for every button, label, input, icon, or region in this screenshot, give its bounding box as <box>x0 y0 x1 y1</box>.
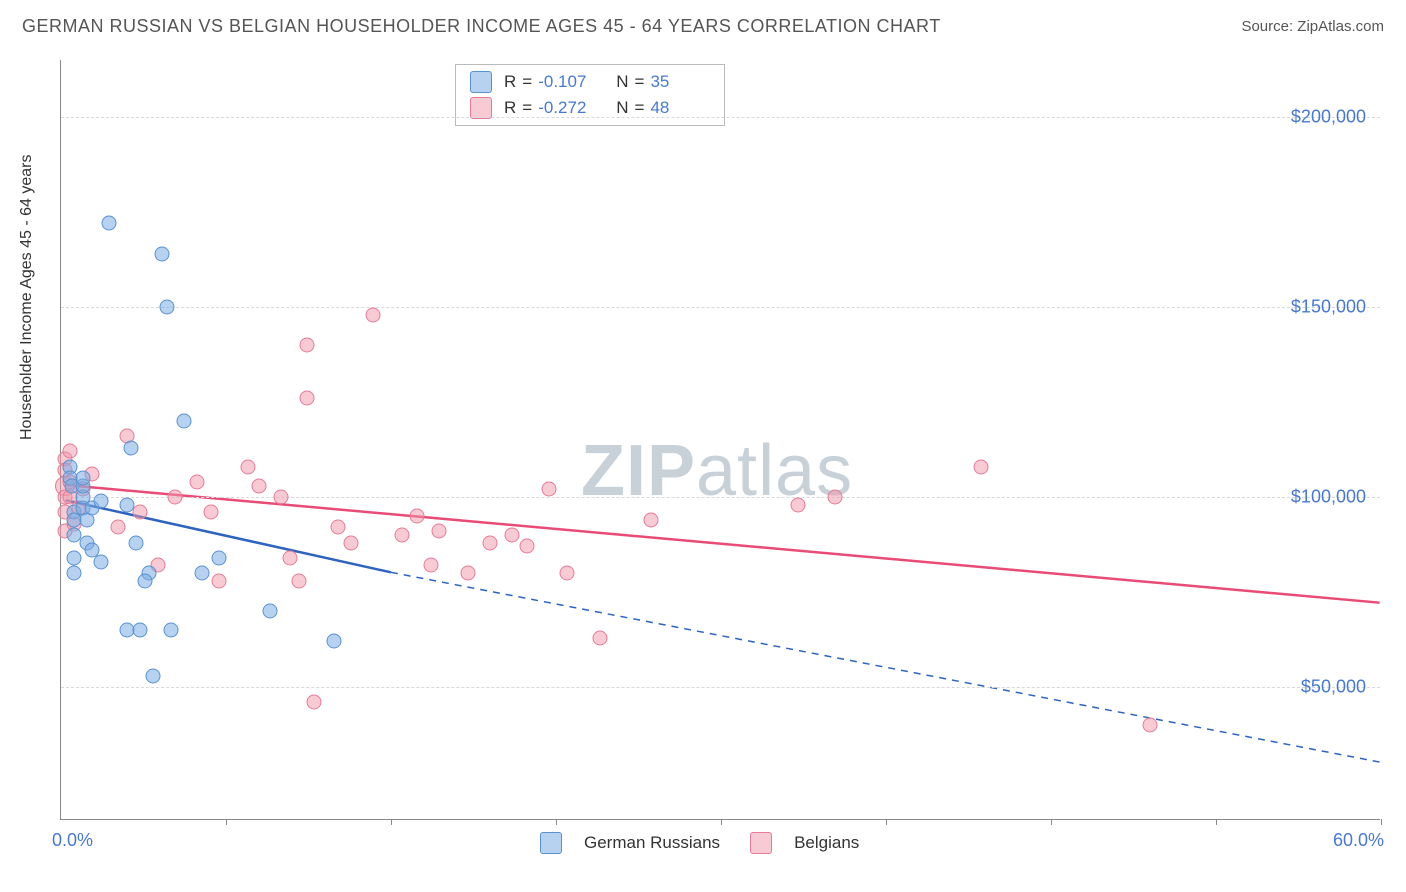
gridline <box>61 117 1380 118</box>
scatter-point-pink <box>168 490 183 505</box>
scatter-point-blue <box>133 623 148 638</box>
scatter-point-pink <box>483 535 498 550</box>
scatter-point-blue <box>177 414 192 429</box>
scatter-point-pink <box>973 459 988 474</box>
scatter-point-pink <box>1143 718 1158 733</box>
scatter-point-blue <box>67 550 82 565</box>
scatter-point-pink <box>282 550 297 565</box>
scatter-point-pink <box>190 474 205 489</box>
x-axis-max-label: 60.0% <box>1333 830 1384 851</box>
scatter-point-pink <box>520 539 535 554</box>
y-axis-label: Householder Income Ages 45 - 64 years <box>18 155 36 441</box>
source-label: Source: ZipAtlas.com <box>1241 18 1384 35</box>
scatter-point-blue <box>137 573 152 588</box>
scatter-point-blue <box>102 216 117 231</box>
y-tick-label: $200,000 <box>1291 107 1366 128</box>
scatter-point-blue <box>120 497 135 512</box>
scatter-point-pink <box>111 520 126 535</box>
scatter-point-pink <box>410 509 425 524</box>
scatter-point-pink <box>828 490 843 505</box>
legend-row-blue: R = -0.107 N = 35 <box>470 71 710 93</box>
scatter-point-pink <box>432 524 447 539</box>
x-axis-min-label: 0.0% <box>52 830 93 851</box>
legend-item-belgians: Belgians <box>750 832 859 854</box>
legend-item-german-russians: German Russians <box>540 832 720 854</box>
regression-lines <box>61 60 1380 819</box>
x-tick <box>721 819 722 825</box>
scatter-point-pink <box>300 391 315 406</box>
y-tick-label: $150,000 <box>1291 297 1366 318</box>
scatter-point-pink <box>395 528 410 543</box>
scatter-point-pink <box>203 505 218 520</box>
scatter-point-pink <box>593 630 608 645</box>
gridline <box>61 687 1380 688</box>
legend-swatch-blue <box>470 71 492 93</box>
scatter-point-blue <box>164 623 179 638</box>
scatter-point-blue <box>76 471 91 486</box>
scatter-point-pink <box>366 307 381 322</box>
scatter-point-blue <box>212 550 227 565</box>
scatter-point-pink <box>643 512 658 527</box>
chart-header: GERMAN RUSSIAN VS BELGIAN HOUSEHOLDER IN… <box>22 16 1384 37</box>
scatter-point-pink <box>252 478 267 493</box>
gridline <box>61 307 1380 308</box>
y-tick-label: $50,000 <box>1301 677 1366 698</box>
legend-swatch-pink <box>470 97 492 119</box>
scatter-point-blue <box>146 668 161 683</box>
scatter-point-blue <box>159 300 174 315</box>
watermark: ZIPatlas <box>581 430 853 512</box>
scatter-point-blue <box>194 566 209 581</box>
x-tick <box>1381 819 1382 825</box>
x-tick <box>1216 819 1217 825</box>
legend-swatch-pink-icon <box>750 832 772 854</box>
scatter-point-blue <box>155 246 170 261</box>
legend-swatch-blue-icon <box>540 832 562 854</box>
x-tick <box>886 819 887 825</box>
scatter-point-pink <box>274 490 289 505</box>
scatter-point-blue <box>326 634 341 649</box>
scatter-point-pink <box>331 520 346 535</box>
scatter-point-pink <box>291 573 306 588</box>
scatter-point-pink <box>133 505 148 520</box>
scatter-point-blue <box>128 535 143 550</box>
x-tick <box>1051 819 1052 825</box>
y-tick-label: $100,000 <box>1291 487 1366 508</box>
plot-area: ZIPatlas R = -0.107 N = 35 R = -0.272 N … <box>60 60 1380 820</box>
scatter-point-blue <box>124 440 139 455</box>
scatter-point-blue <box>93 493 108 508</box>
scatter-point-pink <box>212 573 227 588</box>
scatter-point-pink <box>241 459 256 474</box>
scatter-point-pink <box>62 444 77 459</box>
x-tick <box>226 819 227 825</box>
x-tick <box>556 819 557 825</box>
scatter-point-pink <box>560 566 575 581</box>
scatter-point-pink <box>300 338 315 353</box>
scatter-point-blue <box>93 554 108 569</box>
gridline <box>61 497 1380 498</box>
scatter-point-pink <box>505 528 520 543</box>
scatter-point-pink <box>542 482 557 497</box>
scatter-point-pink <box>461 566 476 581</box>
scatter-point-blue <box>67 566 82 581</box>
legend-series: German Russians Belgians <box>540 832 859 854</box>
scatter-point-pink <box>307 695 322 710</box>
scatter-point-blue <box>263 604 278 619</box>
legend-row-pink: R = -0.272 N = 48 <box>470 97 710 119</box>
chart-title: GERMAN RUSSIAN VS BELGIAN HOUSEHOLDER IN… <box>22 16 941 37</box>
x-tick <box>391 819 392 825</box>
scatter-point-pink <box>423 558 438 573</box>
scatter-point-pink <box>344 535 359 550</box>
scatter-point-pink <box>791 497 806 512</box>
